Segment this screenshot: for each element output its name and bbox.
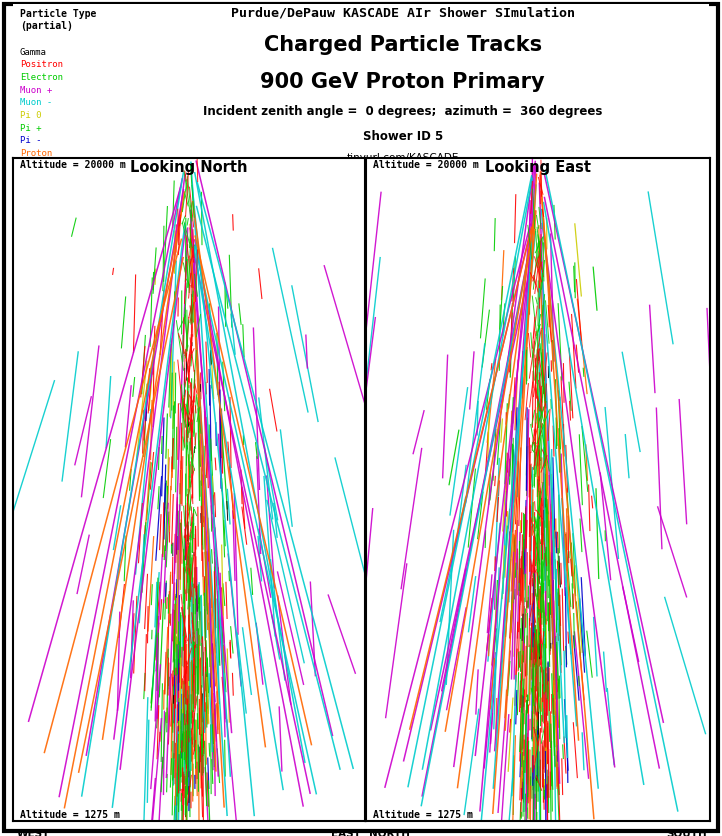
Text: Charged Particle Tracks: Charged Particle Tracks <box>264 35 542 55</box>
Text: SOUTH: SOUTH <box>666 828 707 836</box>
Text: Altitude = 1275 m: Altitude = 1275 m <box>20 809 120 819</box>
Text: Altitude = 20000 m: Altitude = 20000 m <box>20 161 126 171</box>
Text: Electron: Electron <box>20 73 63 82</box>
Text: Particle Type
(partial): Particle Type (partial) <box>20 9 96 31</box>
Text: Pi -: Pi - <box>20 136 41 145</box>
Text: Pi 0: Pi 0 <box>20 111 41 120</box>
Text: tinyurl.com/KASCADE: tinyurl.com/KASCADE <box>347 153 459 163</box>
Text: EAST: EAST <box>331 828 361 836</box>
Text: Muon +: Muon + <box>20 85 52 94</box>
Text: Positron: Positron <box>20 60 63 69</box>
Text: Altitude = 1275 m: Altitude = 1275 m <box>373 809 473 819</box>
Text: Incident zenith angle =  0 degrees;  azimuth =  360 degrees: Incident zenith angle = 0 degrees; azimu… <box>203 104 602 118</box>
Text: NORTH: NORTH <box>370 828 411 836</box>
Text: Altitude = 20000 m: Altitude = 20000 m <box>373 161 479 171</box>
Text: Gamma: Gamma <box>20 48 47 57</box>
Text: Looking North: Looking North <box>130 161 248 176</box>
Text: Proton: Proton <box>20 149 52 158</box>
Text: Muon -: Muon - <box>20 99 52 107</box>
Text: 900 GeV Proton Primary: 900 GeV Proton Primary <box>261 72 545 92</box>
Text: Pi +: Pi + <box>20 124 41 133</box>
Text: WEST: WEST <box>17 828 50 836</box>
Text: Shower ID 5: Shower ID 5 <box>362 130 443 142</box>
Text: Looking East: Looking East <box>485 161 591 176</box>
Text: Purdue/DePauw KASCADE AIr Shower SImulation: Purdue/DePauw KASCADE AIr Shower SImulat… <box>231 6 575 19</box>
